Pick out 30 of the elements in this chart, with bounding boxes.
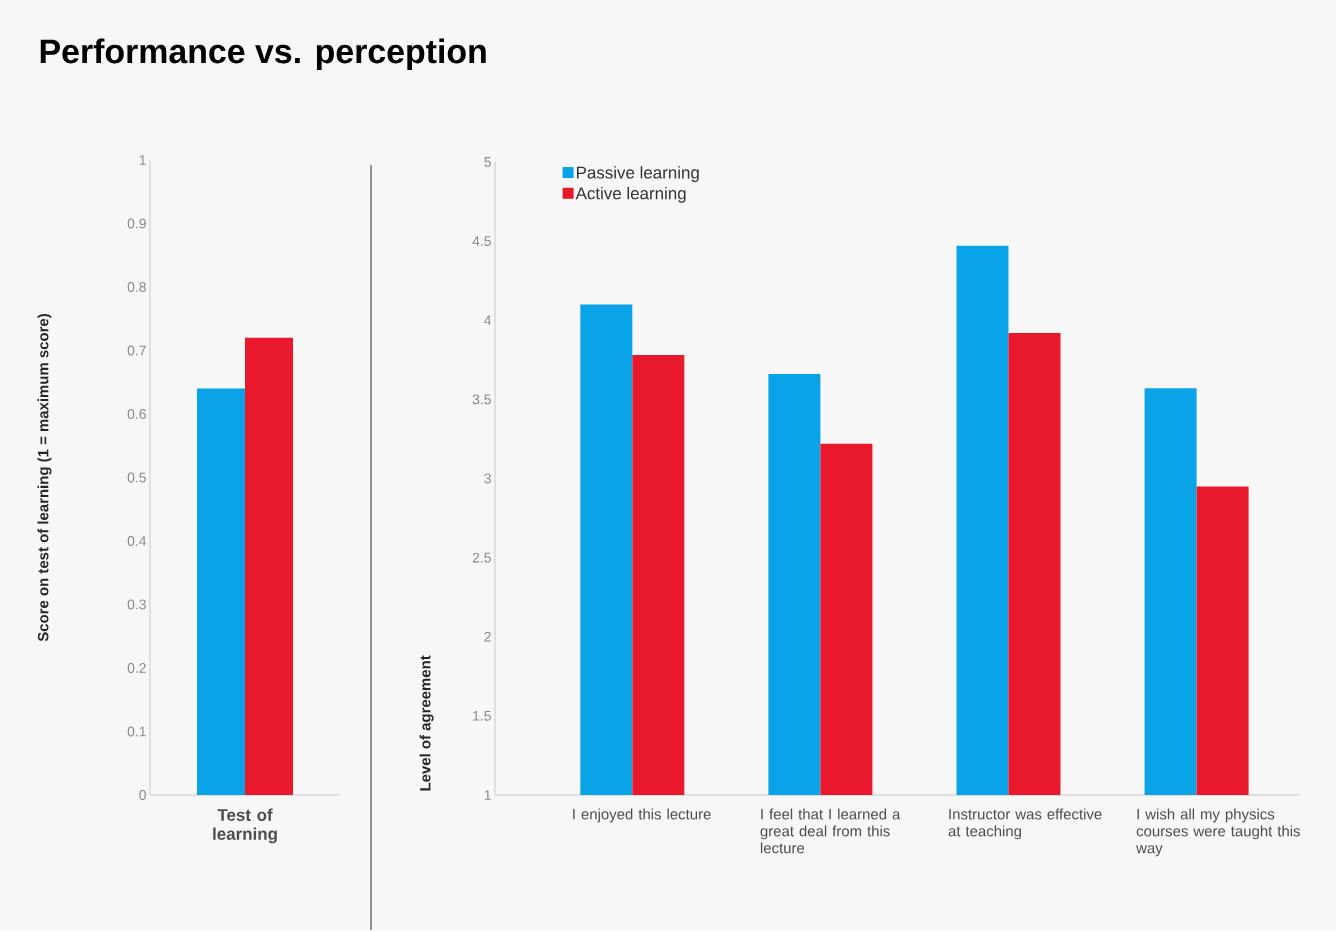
legend-label: Passive learning — [576, 166, 699, 183]
y-tick-label: 1.5 — [473, 711, 491, 721]
y-tick-label: 0.2 — [127, 663, 146, 674]
y-axis-title: Score on test of learning (1 = maximum score) — [37, 314, 52, 642]
y-tick-label: 0.3 — [127, 599, 146, 610]
chart-title: Performance vs. perception — [40, 38, 486, 71]
y-tick-label: 0.7 — [127, 345, 146, 356]
x-tick-label: I wish all my physics courses were taught this way — [1136, 808, 1300, 857]
y-tick-label: 3 — [484, 473, 491, 484]
y-tick-label: 4 — [484, 315, 492, 326]
y-tick-label: 4.5 — [472, 236, 491, 247]
y-tick-label: 5 — [484, 157, 491, 168]
y-tick-label: 1 — [139, 155, 146, 165]
x-tick-label: Test of learning — [213, 808, 277, 844]
y-tick-label: 1 — [484, 790, 491, 800]
y-tick-label: 0.9 — [127, 218, 146, 229]
y-tick-label: 2.5 — [472, 552, 491, 563]
y-tick-label: 2 — [484, 632, 491, 642]
y-tick-label: 0.5 — [127, 472, 146, 483]
y-axis-title: Level of agreement — [419, 655, 434, 791]
legend-label: Active learning — [575, 187, 686, 203]
x-tick-label: I enjoyed this lecture — [573, 808, 711, 823]
y-tick-label: 0.6 — [127, 409, 146, 420]
x-tick-label: Instructor was effective at teaching — [948, 808, 1102, 840]
y-tick-label: 0.1 — [127, 726, 146, 737]
y-tick-label: 0.8 — [127, 282, 146, 293]
y-tick-label: 0 — [139, 790, 146, 801]
x-tick-label: I feel that I learned a great deal from this lecture — [760, 808, 901, 854]
y-tick-label: 3.5 — [472, 394, 491, 405]
y-tick-label: 0.4 — [127, 536, 147, 547]
